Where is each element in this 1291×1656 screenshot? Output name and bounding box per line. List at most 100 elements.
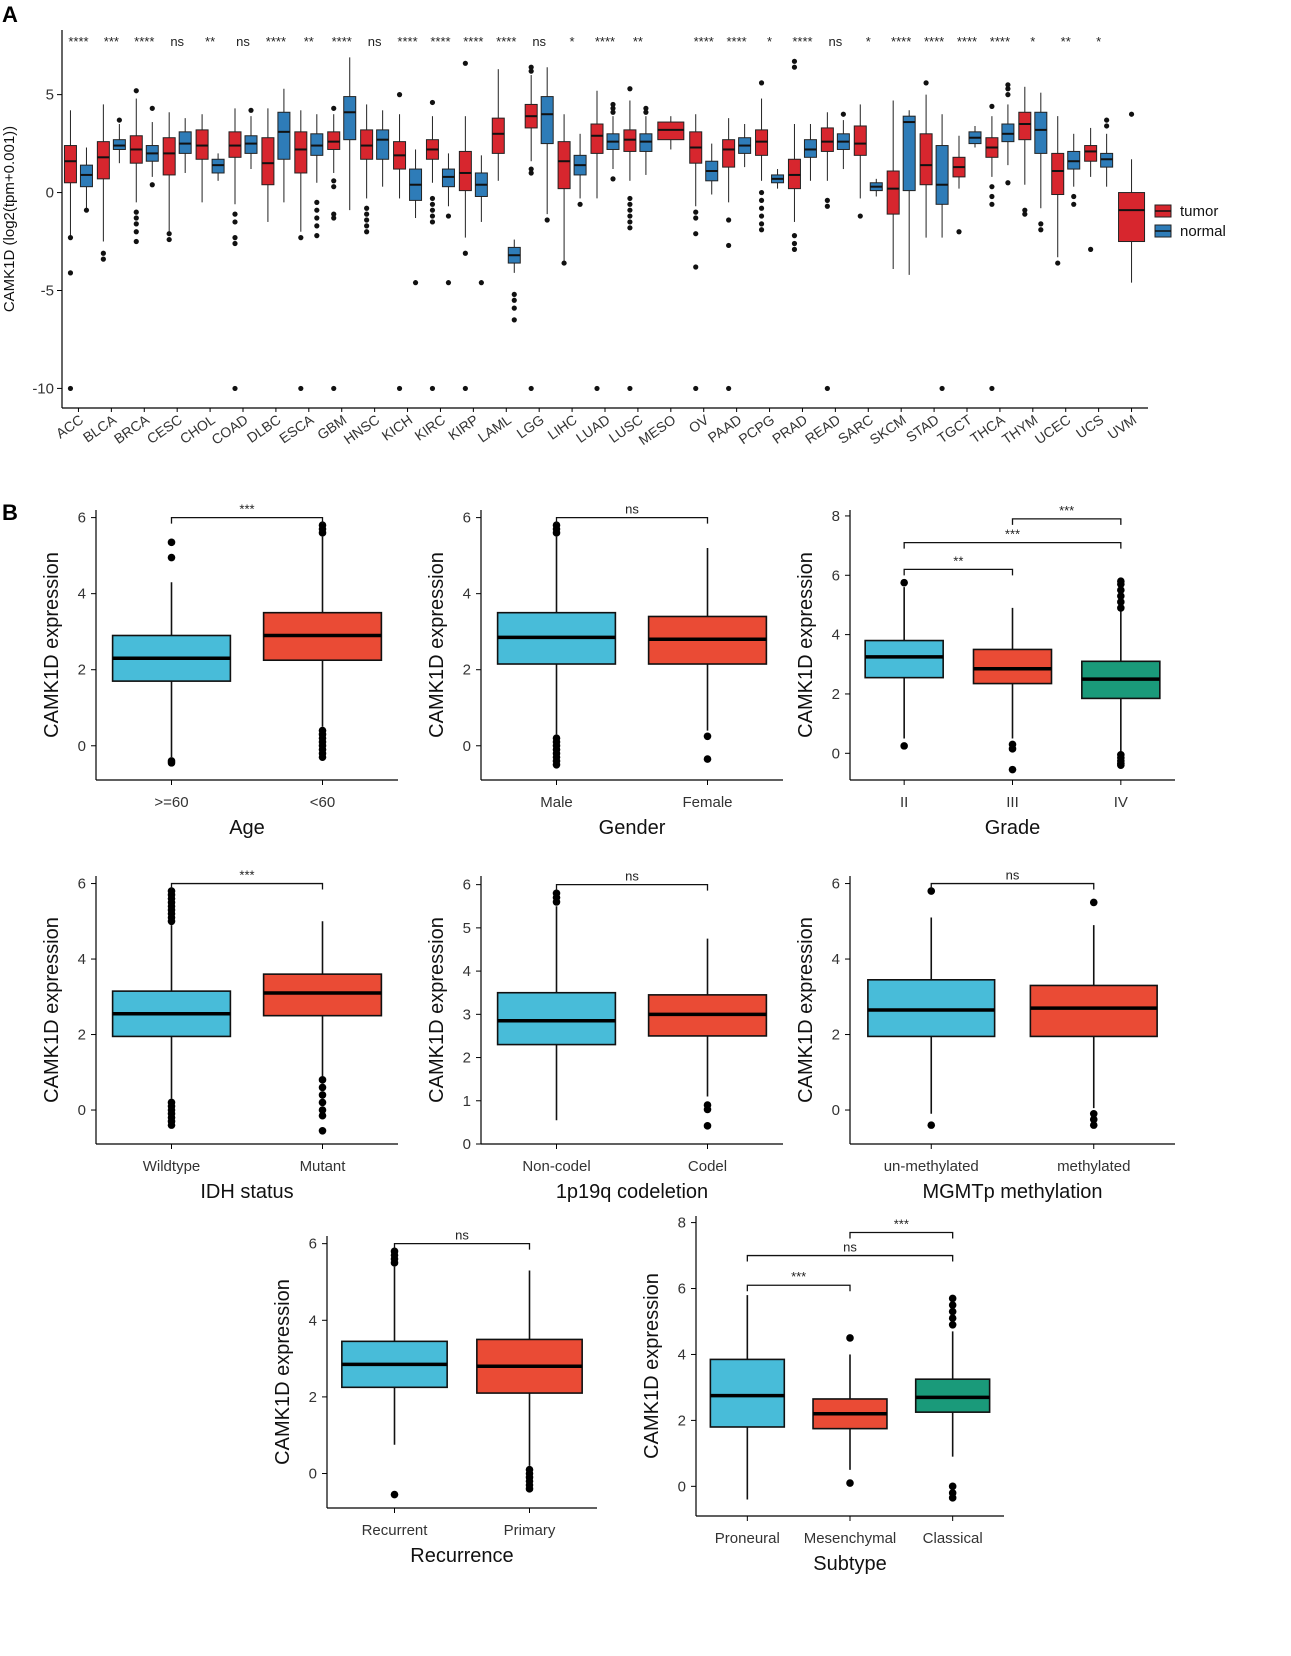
tumor-outlier: [396, 385, 403, 392]
tumor-outlier: [758, 213, 765, 219]
tumor-outlier: [758, 227, 765, 233]
tumor-outlier: [758, 221, 765, 227]
y-tick-label: 0: [46, 185, 54, 202]
x-tick-label: SKCM: [867, 411, 909, 447]
y-tick-label: 6: [678, 1281, 686, 1298]
significance-label: ****: [792, 34, 812, 49]
tumor-outlier: [331, 385, 337, 392]
normal-box: [902, 115, 916, 192]
normal-outlier: [1104, 123, 1110, 129]
significance-label: ****: [463, 34, 483, 49]
y-tick-label: 2: [78, 1027, 86, 1044]
tumor-outlier: [462, 60, 468, 66]
normal-outlier: [248, 107, 254, 113]
normal-box: [935, 145, 949, 205]
normal-outlier: [478, 280, 484, 286]
tumor-outlier: [758, 80, 765, 86]
tumor-outlier: [989, 103, 995, 109]
tumor-outlier: [693, 385, 699, 392]
outlier: [1117, 598, 1125, 606]
y-tick-label: 0: [309, 1466, 317, 1483]
tumor-outlier: [627, 195, 633, 202]
tumor-box: [1118, 192, 1146, 243]
tumor-outlier: [232, 211, 238, 217]
significance-label: ns: [625, 869, 639, 884]
y-tick-label: 4: [832, 627, 840, 644]
cancer-blca: BLCA ***: [80, 34, 126, 445]
tumor-box: [1051, 152, 1065, 196]
tumor-outlier: [528, 68, 534, 74]
significance-label: ns: [236, 34, 250, 49]
y-tick-label: 0: [832, 745, 840, 762]
normal-outlier: [610, 101, 616, 108]
tumor-outlier: [462, 385, 468, 392]
tumor-outlier: [364, 223, 370, 229]
significance-label: *: [866, 34, 871, 49]
significance-bracket: ***: [849, 1216, 954, 1239]
x-tick-label: MESO: [636, 411, 679, 448]
cancer-kirc: KIRC ****: [412, 34, 455, 444]
panel-b8: 0 2 4 6 8 CAMK1D expression Proneural Mesenchym…: [641, 1215, 1004, 1575]
outlier: [167, 887, 176, 895]
tumor-outlier: [1088, 246, 1094, 252]
y-axis-label: CAMK1D expression: [41, 552, 63, 738]
tumor-outlier: [429, 219, 436, 225]
outlier: [948, 1294, 957, 1303]
cancer-cesc: CESC ns: [144, 34, 192, 447]
outlier: [318, 1098, 327, 1107]
tumor-outlier: [791, 233, 798, 239]
y-tick-label: 3: [463, 1006, 471, 1023]
tumor-outlier: [956, 229, 962, 235]
cancer-pcpg: PCPG *: [736, 34, 785, 447]
outlier: [167, 1121, 176, 1129]
x-tick-label: KIRC: [412, 411, 449, 443]
x-tick-label: STAD: [903, 411, 942, 445]
y-axis-label: CAMK1D (log2(tpm+0.001)): [1, 126, 18, 312]
y-tick-label: 4: [309, 1312, 317, 1329]
normal-outlier: [314, 207, 320, 213]
group-proneural: Proneural: [709, 1295, 786, 1547]
normal-outlier: [314, 199, 320, 205]
significance-label: ***: [894, 1216, 909, 1231]
bracket-line: [903, 568, 1014, 576]
y-tick-label: 4: [832, 951, 840, 968]
tumor-box: [294, 131, 308, 174]
normal-outlier: [412, 280, 419, 286]
tumor-outlier: [989, 193, 995, 200]
normal-box: [277, 111, 291, 160]
tumor-outlier: [364, 217, 370, 223]
tumor-outlier: [627, 219, 633, 225]
normal-outlier: [445, 213, 452, 219]
cancer-lusc: LUSC**: [606, 34, 653, 446]
x-tick-label: COAD: [208, 411, 250, 447]
tumor-outlier: [232, 219, 238, 225]
box: [262, 973, 383, 1017]
tumor-outlier: [67, 385, 74, 392]
outlier: [703, 1122, 712, 1130]
tumor-outlier: [100, 256, 106, 262]
cancer-brca: BRCA ****: [111, 34, 159, 447]
y-tick-label: 8: [832, 508, 840, 525]
x-tick-label: methylated: [1057, 1158, 1130, 1175]
outlier: [948, 1301, 957, 1309]
bracket-line: [746, 1254, 954, 1262]
panel-label-a: A: [2, 2, 18, 27]
significance-label: ***: [791, 1269, 806, 1284]
y-tick-label: 2: [463, 662, 471, 679]
tumor-outlier: [627, 201, 633, 207]
normal-outlier: [511, 291, 517, 298]
significance-label: ****: [68, 34, 88, 49]
normal-outlier: [511, 297, 517, 303]
significance-bracket: ***: [170, 868, 324, 890]
significance-label: ****: [990, 34, 1010, 49]
outlier: [846, 1479, 854, 1487]
y-tick-label: 6: [832, 567, 840, 584]
outlier: [318, 1076, 327, 1084]
tumor-outlier: [1022, 207, 1028, 213]
bracket-line: [746, 1284, 851, 1292]
tumor-outlier: [791, 246, 798, 252]
legend: tumor normal: [1154, 203, 1226, 240]
